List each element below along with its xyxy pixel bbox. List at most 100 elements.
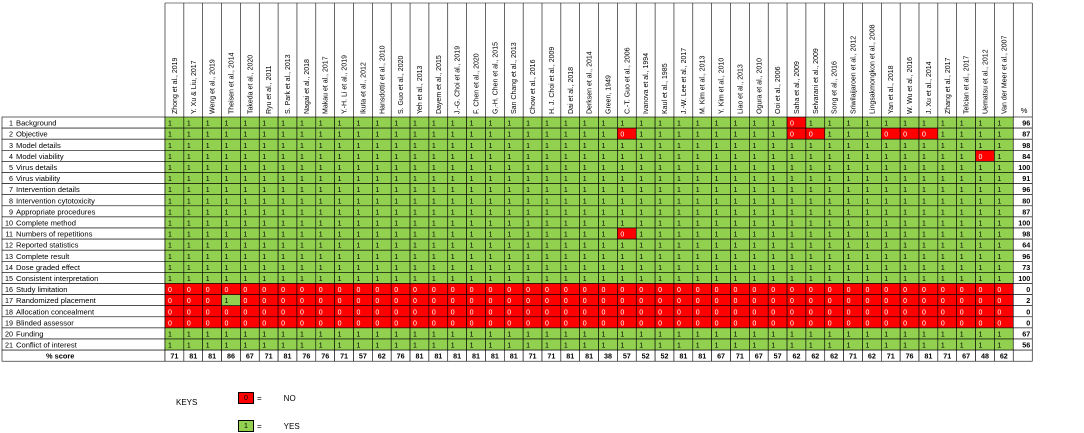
score-cell-value: 1 bbox=[243, 187, 247, 194]
score-cell-value: 1 bbox=[602, 121, 606, 128]
score-cell-value: 1 bbox=[847, 154, 851, 161]
column-score-value: 71 bbox=[736, 352, 744, 361]
criterion-label: Blinded assessor bbox=[16, 318, 74, 327]
score-cell-value: 1 bbox=[884, 143, 888, 150]
score-cell-value: 1 bbox=[903, 276, 907, 283]
criterion-number: 6 bbox=[9, 174, 13, 183]
score-cell-value: 1 bbox=[470, 265, 474, 272]
score-cell-value: 1 bbox=[470, 221, 474, 228]
score-cell-value: 0 bbox=[658, 298, 662, 305]
score-cell-value: 1 bbox=[979, 232, 983, 239]
score-cell-value: 1 bbox=[262, 276, 266, 283]
score-cell-value: 0 bbox=[602, 298, 606, 305]
score-cell-value: 0 bbox=[884, 298, 888, 305]
study-name-38: Yan et al., 2018 bbox=[888, 65, 895, 114]
score-cell-value: 1 bbox=[470, 121, 474, 128]
score-cell-value: 1 bbox=[620, 176, 624, 183]
score-cell-value: 1 bbox=[168, 232, 172, 239]
score-cell-value: 1 bbox=[790, 198, 794, 205]
score-cell-value: 1 bbox=[432, 243, 436, 250]
score-cell-value: 1 bbox=[997, 187, 1001, 194]
score-cell-value: 1 bbox=[847, 265, 851, 272]
score-cell-value: 1 bbox=[413, 343, 417, 350]
score-cell-value: 1 bbox=[828, 243, 832, 250]
score-cell-value: 1 bbox=[488, 198, 492, 205]
score-cell-value: 1 bbox=[375, 198, 379, 205]
study-name-16: F. Chen et al., 2020 bbox=[474, 53, 481, 114]
score-cell-value: 1 bbox=[488, 209, 492, 216]
score-cell-value: 1 bbox=[979, 165, 983, 172]
score-cell-value: 1 bbox=[658, 132, 662, 139]
score-cell-value: 1 bbox=[262, 121, 266, 128]
score-cell-value: 0 bbox=[526, 298, 530, 305]
score-cell-value: 1 bbox=[187, 243, 191, 250]
score-cell-value: 1 bbox=[432, 254, 436, 261]
score-cell-value: 1 bbox=[357, 276, 361, 283]
criterion-label: Complete method bbox=[16, 219, 76, 228]
score-cell-value: 1 bbox=[884, 332, 888, 339]
column-score-value: 52 bbox=[642, 352, 650, 361]
score-cell-value: 1 bbox=[545, 209, 549, 216]
score-cell-value: 1 bbox=[828, 165, 832, 172]
score-cell-value: 0 bbox=[281, 298, 285, 305]
score-cell-value: 1 bbox=[432, 198, 436, 205]
score-cell-value: 1 bbox=[225, 154, 229, 161]
score-cell-value: 1 bbox=[338, 132, 342, 139]
score-cell-value: 1 bbox=[206, 121, 210, 128]
score-cell-value: 1 bbox=[979, 243, 983, 250]
score-cell-value: 0 bbox=[809, 287, 813, 294]
score-cell-value: 0 bbox=[696, 298, 700, 305]
score-cell-value: 1 bbox=[865, 221, 869, 228]
column-score-value: 57 bbox=[359, 352, 367, 361]
score-cell-value: 1 bbox=[715, 176, 719, 183]
score-cell-value: 1 bbox=[997, 332, 1001, 339]
score-cell-value: 1 bbox=[715, 265, 719, 272]
score-cell-value: 0 bbox=[451, 287, 455, 294]
score-cell-value: 1 bbox=[319, 254, 323, 261]
study-name-17: G.-H. Chen et al., 2015 bbox=[492, 42, 499, 114]
score-cell-value: 1 bbox=[564, 243, 568, 250]
score-cell-value: 0 bbox=[960, 309, 964, 316]
criterion-label: Model viability bbox=[16, 152, 64, 161]
score-cell-value: 1 bbox=[545, 343, 549, 350]
score-cell-value: 0 bbox=[357, 298, 361, 305]
score-cell-value: 0 bbox=[488, 287, 492, 294]
score-cell-value: 1 bbox=[771, 243, 775, 250]
score-cell-value: 1 bbox=[206, 165, 210, 172]
score-cell-value: 1 bbox=[922, 343, 926, 350]
score-cell-value: 0 bbox=[300, 309, 304, 316]
score-cell-value: 1 bbox=[526, 187, 530, 194]
score-cell-value: 1 bbox=[790, 232, 794, 239]
score-cell-value: 0 bbox=[715, 298, 719, 305]
score-cell-value: 1 bbox=[300, 343, 304, 350]
score-cell-value: 1 bbox=[960, 265, 964, 272]
score-cell-value: 0 bbox=[997, 320, 1001, 327]
score-cell-value: 1 bbox=[564, 132, 568, 139]
score-cell-value: 1 bbox=[319, 232, 323, 239]
score-cell-value: 1 bbox=[168, 332, 172, 339]
score-cell-value: 1 bbox=[375, 154, 379, 161]
column-score-value: 62 bbox=[868, 352, 876, 361]
score-cell-value: 1 bbox=[206, 176, 210, 183]
score-cell-value: 1 bbox=[564, 187, 568, 194]
score-cell-value: 0 bbox=[187, 298, 191, 305]
score-cell-value: 1 bbox=[997, 121, 1001, 128]
score-cell-value: 1 bbox=[997, 154, 1001, 161]
score-cell-value: 1 bbox=[602, 198, 606, 205]
score-cell-value: 1 bbox=[168, 265, 172, 272]
score-cell-value: 1 bbox=[960, 121, 964, 128]
score-cell-value: 1 bbox=[432, 265, 436, 272]
score-cell-value: 1 bbox=[432, 143, 436, 150]
score-cell-value: 1 bbox=[752, 165, 756, 172]
score-cell-value: 0 bbox=[507, 320, 511, 327]
score-cell-value: 1 bbox=[281, 121, 285, 128]
score-cell-value: 1 bbox=[771, 132, 775, 139]
score-cell-value: 1 bbox=[865, 265, 869, 272]
score-cell-value: 1 bbox=[470, 143, 474, 150]
score-cell-value: 1 bbox=[715, 332, 719, 339]
score-cell-value: 1 bbox=[300, 132, 304, 139]
score-cell-value: 1 bbox=[790, 332, 794, 339]
score-cell-value: 0 bbox=[300, 287, 304, 294]
score-cell-value: 1 bbox=[602, 165, 606, 172]
score-cell-value: 1 bbox=[225, 165, 229, 172]
